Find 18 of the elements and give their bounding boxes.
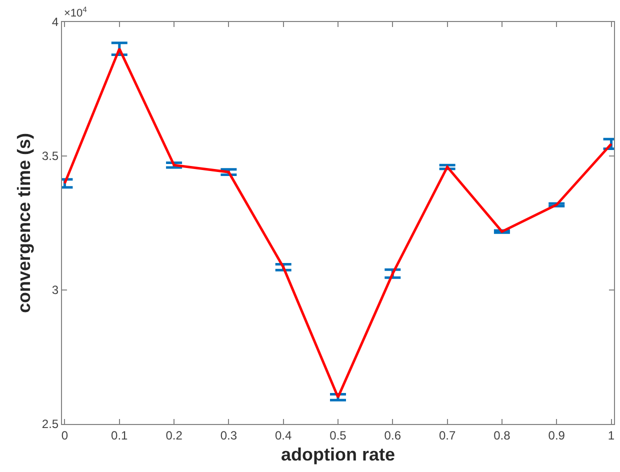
x-tick-label: 0.4 xyxy=(275,428,292,442)
y-tick-label: 2.5 xyxy=(42,417,59,432)
y-tick-label: 3.5 xyxy=(42,149,59,164)
x-tick-label: 0.9 xyxy=(548,428,566,442)
y-tick-label: 4 xyxy=(52,15,59,30)
text: ×10$^{4}$ xyxy=(64,5,88,20)
x-tick-label: 0 xyxy=(61,428,68,442)
x-tick-label: 0.8 xyxy=(494,428,511,442)
x-tick-label: 0.5 xyxy=(330,428,347,442)
x-tick-label: 1 xyxy=(608,428,615,442)
x-tick-label: 0.7 xyxy=(438,428,456,442)
x-tick-label: 0.3 xyxy=(220,428,238,442)
y-axis-title: convergence time (s) xyxy=(14,132,34,314)
x-tick-label: 0.6 xyxy=(384,428,402,442)
x-axis-title: adoption rate xyxy=(280,444,396,464)
x-tick-label: 0.2 xyxy=(166,428,183,442)
x-tick-label: 0.1 xyxy=(111,428,128,442)
y-tick-label: 3 xyxy=(52,283,59,298)
